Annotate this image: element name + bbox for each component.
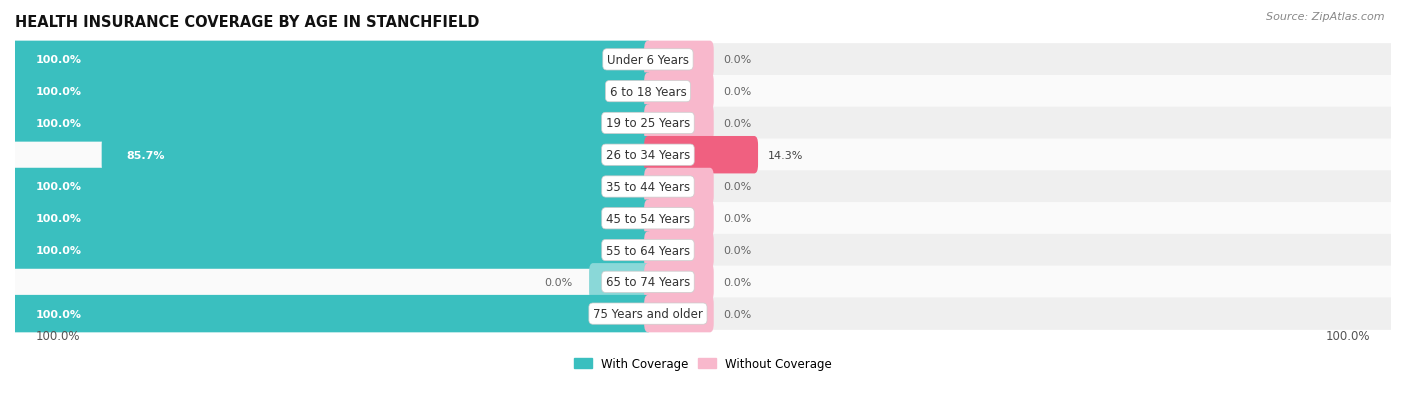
Text: 26 to 34 Years: 26 to 34 Years bbox=[606, 149, 690, 162]
FancyBboxPatch shape bbox=[11, 42, 652, 79]
Text: 65 to 74 Years: 65 to 74 Years bbox=[606, 275, 690, 289]
Text: 100.0%: 100.0% bbox=[35, 87, 82, 97]
Text: 6 to 18 Years: 6 to 18 Years bbox=[610, 85, 686, 98]
FancyBboxPatch shape bbox=[101, 137, 652, 174]
Text: 0.0%: 0.0% bbox=[724, 87, 752, 97]
FancyBboxPatch shape bbox=[644, 232, 714, 269]
FancyBboxPatch shape bbox=[11, 232, 652, 269]
FancyBboxPatch shape bbox=[15, 76, 1391, 108]
FancyBboxPatch shape bbox=[644, 295, 714, 332]
Text: 100.0%: 100.0% bbox=[35, 55, 82, 65]
FancyBboxPatch shape bbox=[11, 73, 652, 111]
Text: 0.0%: 0.0% bbox=[724, 277, 752, 287]
Text: 14.3%: 14.3% bbox=[768, 150, 803, 160]
FancyBboxPatch shape bbox=[644, 73, 714, 111]
FancyBboxPatch shape bbox=[11, 295, 652, 332]
FancyBboxPatch shape bbox=[644, 200, 714, 237]
Text: HEALTH INSURANCE COVERAGE BY AGE IN STANCHFIELD: HEALTH INSURANCE COVERAGE BY AGE IN STAN… bbox=[15, 15, 479, 30]
FancyBboxPatch shape bbox=[644, 42, 714, 79]
Text: 100.0%: 100.0% bbox=[35, 119, 82, 128]
Text: 75 Years and older: 75 Years and older bbox=[593, 307, 703, 320]
Text: 0.0%: 0.0% bbox=[724, 119, 752, 128]
FancyBboxPatch shape bbox=[15, 234, 1391, 267]
FancyBboxPatch shape bbox=[644, 263, 714, 301]
Text: 85.7%: 85.7% bbox=[127, 150, 165, 160]
FancyBboxPatch shape bbox=[644, 169, 714, 206]
FancyBboxPatch shape bbox=[644, 105, 714, 142]
Text: 45 to 54 Years: 45 to 54 Years bbox=[606, 212, 690, 225]
Text: 100.0%: 100.0% bbox=[35, 329, 80, 342]
FancyBboxPatch shape bbox=[644, 137, 758, 174]
Text: 100.0%: 100.0% bbox=[35, 245, 82, 255]
FancyBboxPatch shape bbox=[15, 44, 1391, 76]
FancyBboxPatch shape bbox=[11, 200, 652, 237]
FancyBboxPatch shape bbox=[11, 105, 652, 142]
Text: 100.0%: 100.0% bbox=[35, 214, 82, 224]
Text: 100.0%: 100.0% bbox=[1326, 329, 1371, 342]
FancyBboxPatch shape bbox=[15, 139, 1391, 171]
Text: 35 to 44 Years: 35 to 44 Years bbox=[606, 180, 690, 194]
Text: 100.0%: 100.0% bbox=[35, 309, 82, 319]
Text: 55 to 64 Years: 55 to 64 Years bbox=[606, 244, 690, 257]
FancyBboxPatch shape bbox=[15, 298, 1391, 330]
Text: Source: ZipAtlas.com: Source: ZipAtlas.com bbox=[1267, 12, 1385, 22]
Text: 0.0%: 0.0% bbox=[724, 214, 752, 224]
FancyBboxPatch shape bbox=[11, 169, 652, 206]
Text: Under 6 Years: Under 6 Years bbox=[607, 54, 689, 66]
FancyBboxPatch shape bbox=[15, 107, 1391, 140]
Text: 0.0%: 0.0% bbox=[544, 277, 572, 287]
Legend: With Coverage, Without Coverage: With Coverage, Without Coverage bbox=[569, 352, 837, 375]
Text: 0.0%: 0.0% bbox=[724, 55, 752, 65]
Text: 0.0%: 0.0% bbox=[724, 309, 752, 319]
FancyBboxPatch shape bbox=[15, 266, 1391, 298]
Text: 19 to 25 Years: 19 to 25 Years bbox=[606, 117, 690, 130]
Text: 0.0%: 0.0% bbox=[724, 182, 752, 192]
FancyBboxPatch shape bbox=[15, 171, 1391, 203]
Text: 100.0%: 100.0% bbox=[35, 182, 82, 192]
FancyBboxPatch shape bbox=[15, 202, 1391, 235]
Text: 0.0%: 0.0% bbox=[724, 245, 752, 255]
FancyBboxPatch shape bbox=[589, 263, 652, 301]
